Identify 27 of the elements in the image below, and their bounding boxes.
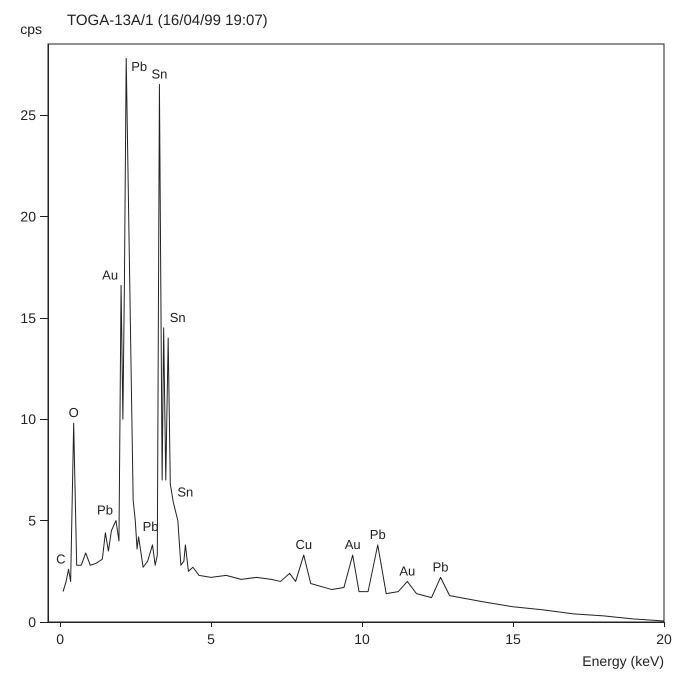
x-tick-label: 20	[656, 631, 672, 647]
annotation: Au	[344, 537, 361, 552]
x-tick-label: 5	[207, 631, 216, 647]
y-tick-label: 5	[28, 512, 36, 529]
annotation: Au	[399, 563, 416, 578]
x-tick-label: 0	[56, 631, 64, 647]
annotation: Sn	[170, 310, 186, 325]
y-tick-label: 10	[20, 411, 36, 428]
annotation: Pb	[370, 526, 386, 542]
x-axis-title: Energy (keV)	[582, 653, 664, 669]
annotation: Cu	[295, 537, 312, 552]
annotation: Sn	[177, 484, 194, 500]
annotation: Sn	[151, 66, 168, 82]
y-tick-label: 25	[20, 106, 36, 123]
y-tick-label: 20	[20, 208, 36, 224]
x-tick-label: 15	[505, 631, 522, 647]
annotation: Pb	[432, 559, 448, 574]
annotation: Pb	[97, 502, 113, 518]
annotation: O	[68, 405, 79, 420]
annotation: C	[56, 551, 66, 566]
y-tick-label: 15	[20, 310, 36, 326]
annotation: Pb	[131, 59, 148, 74]
chart-title: TOGA-13A/1 (16/04/99 19:07)	[67, 12, 268, 29]
y-tick-label: 0	[28, 614, 36, 630]
annotation: Au	[102, 267, 118, 282]
x-tick-label: 10	[354, 631, 370, 647]
y-axis-title: cps	[20, 21, 42, 37]
